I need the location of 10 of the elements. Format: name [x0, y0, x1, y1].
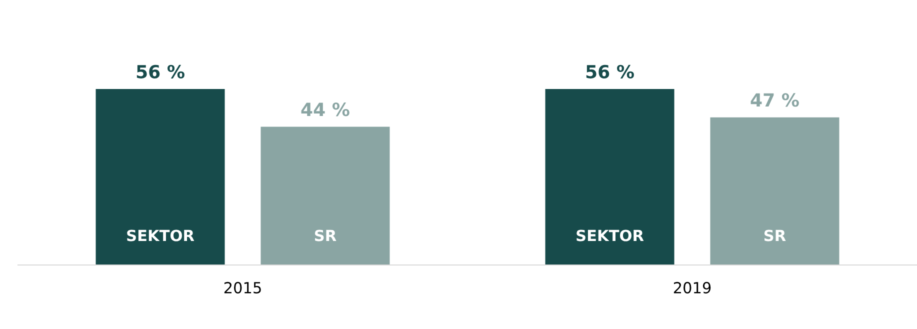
x-tick-label: 2015	[224, 282, 261, 294]
data-label: 44 %	[301, 102, 350, 116]
data-label: 56 %	[586, 64, 634, 78]
text: SEKTOR	[576, 230, 644, 242]
x-tick-label: 2019	[674, 282, 711, 294]
text: SR	[764, 230, 786, 242]
data-label: 56 %	[136, 64, 184, 78]
data-label: 47 %	[750, 93, 799, 107]
series-label: SR	[314, 230, 336, 242]
series-label: SEKTOR	[127, 230, 194, 242]
